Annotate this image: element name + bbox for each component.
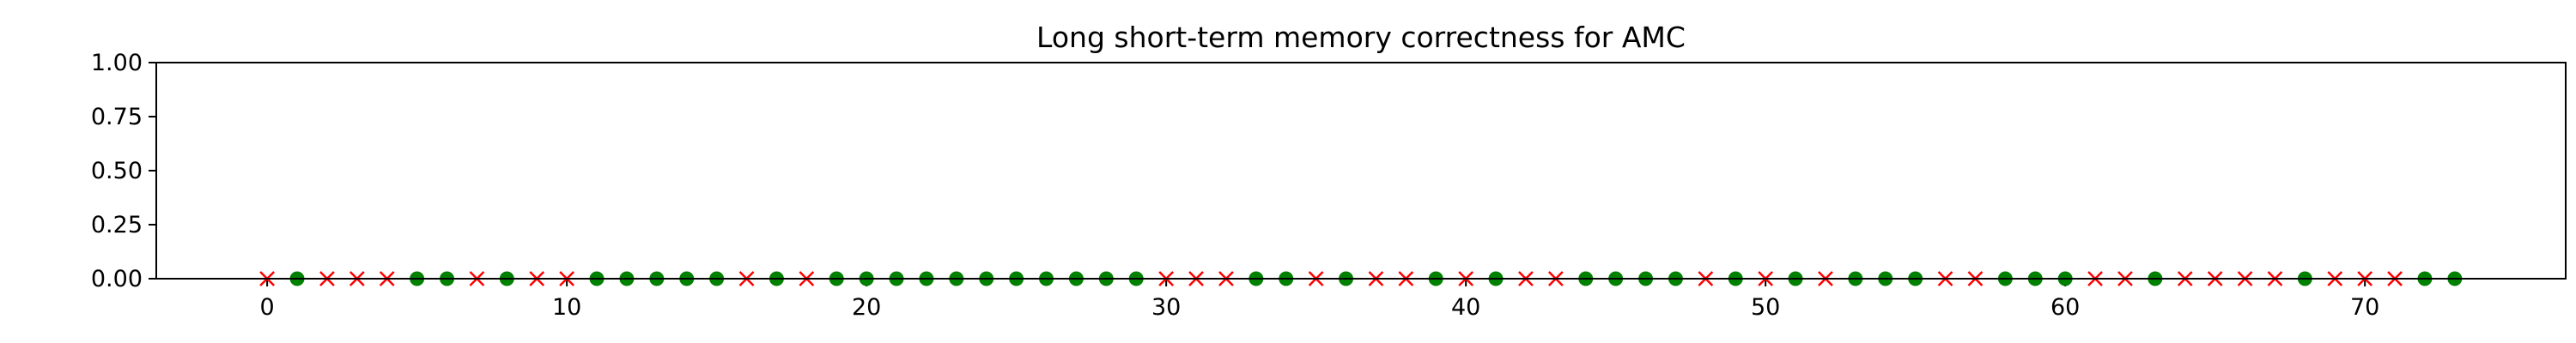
x-tick-label: 60 (2050, 294, 2080, 321)
x-axis: 0 10 20 30 40 50 60 70 (260, 279, 2379, 321)
x-tick-label: 50 (1751, 294, 1780, 321)
y-tick-label: 0.75 (91, 104, 143, 130)
x-tick-label: 20 (852, 294, 881, 321)
plot-frame (155, 62, 2567, 280)
y-axis: 0.00 0.25 0.50 0.75 1.00 (91, 50, 156, 292)
x-tick-label: 40 (1451, 294, 1480, 321)
x-tick-label: 30 (1151, 294, 1181, 321)
x-tick-label: 0 (260, 294, 275, 321)
y-tick-label: 1.00 (91, 50, 143, 76)
y-tick-label: 0.00 (91, 266, 143, 292)
x-tick-label: 70 (2350, 294, 2379, 321)
y-tick-label: 0.25 (91, 212, 143, 238)
y-tick-label: 0.50 (91, 158, 143, 184)
x-tick-label: 10 (552, 294, 581, 321)
chart-title: Long short-term memory correctness for A… (1036, 21, 1686, 54)
